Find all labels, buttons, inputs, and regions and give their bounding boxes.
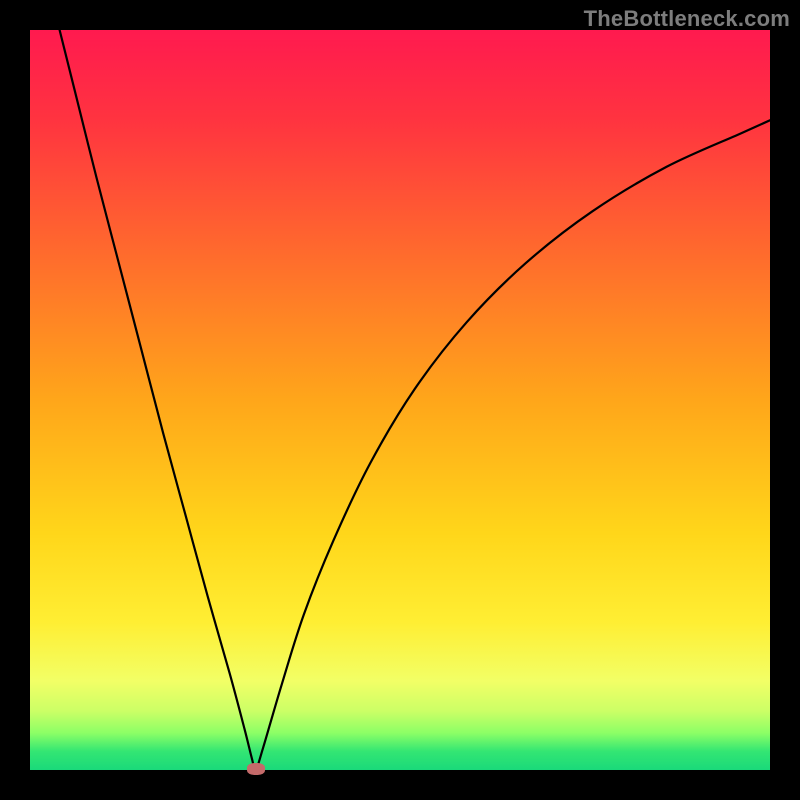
bottleneck-curve: [30, 30, 770, 770]
watermark-label: TheBottleneck.com: [584, 6, 790, 32]
plot-area: [30, 30, 770, 770]
curve-path: [60, 30, 770, 770]
dip-marker: [247, 763, 265, 775]
chart-frame: TheBottleneck.com: [0, 0, 800, 800]
